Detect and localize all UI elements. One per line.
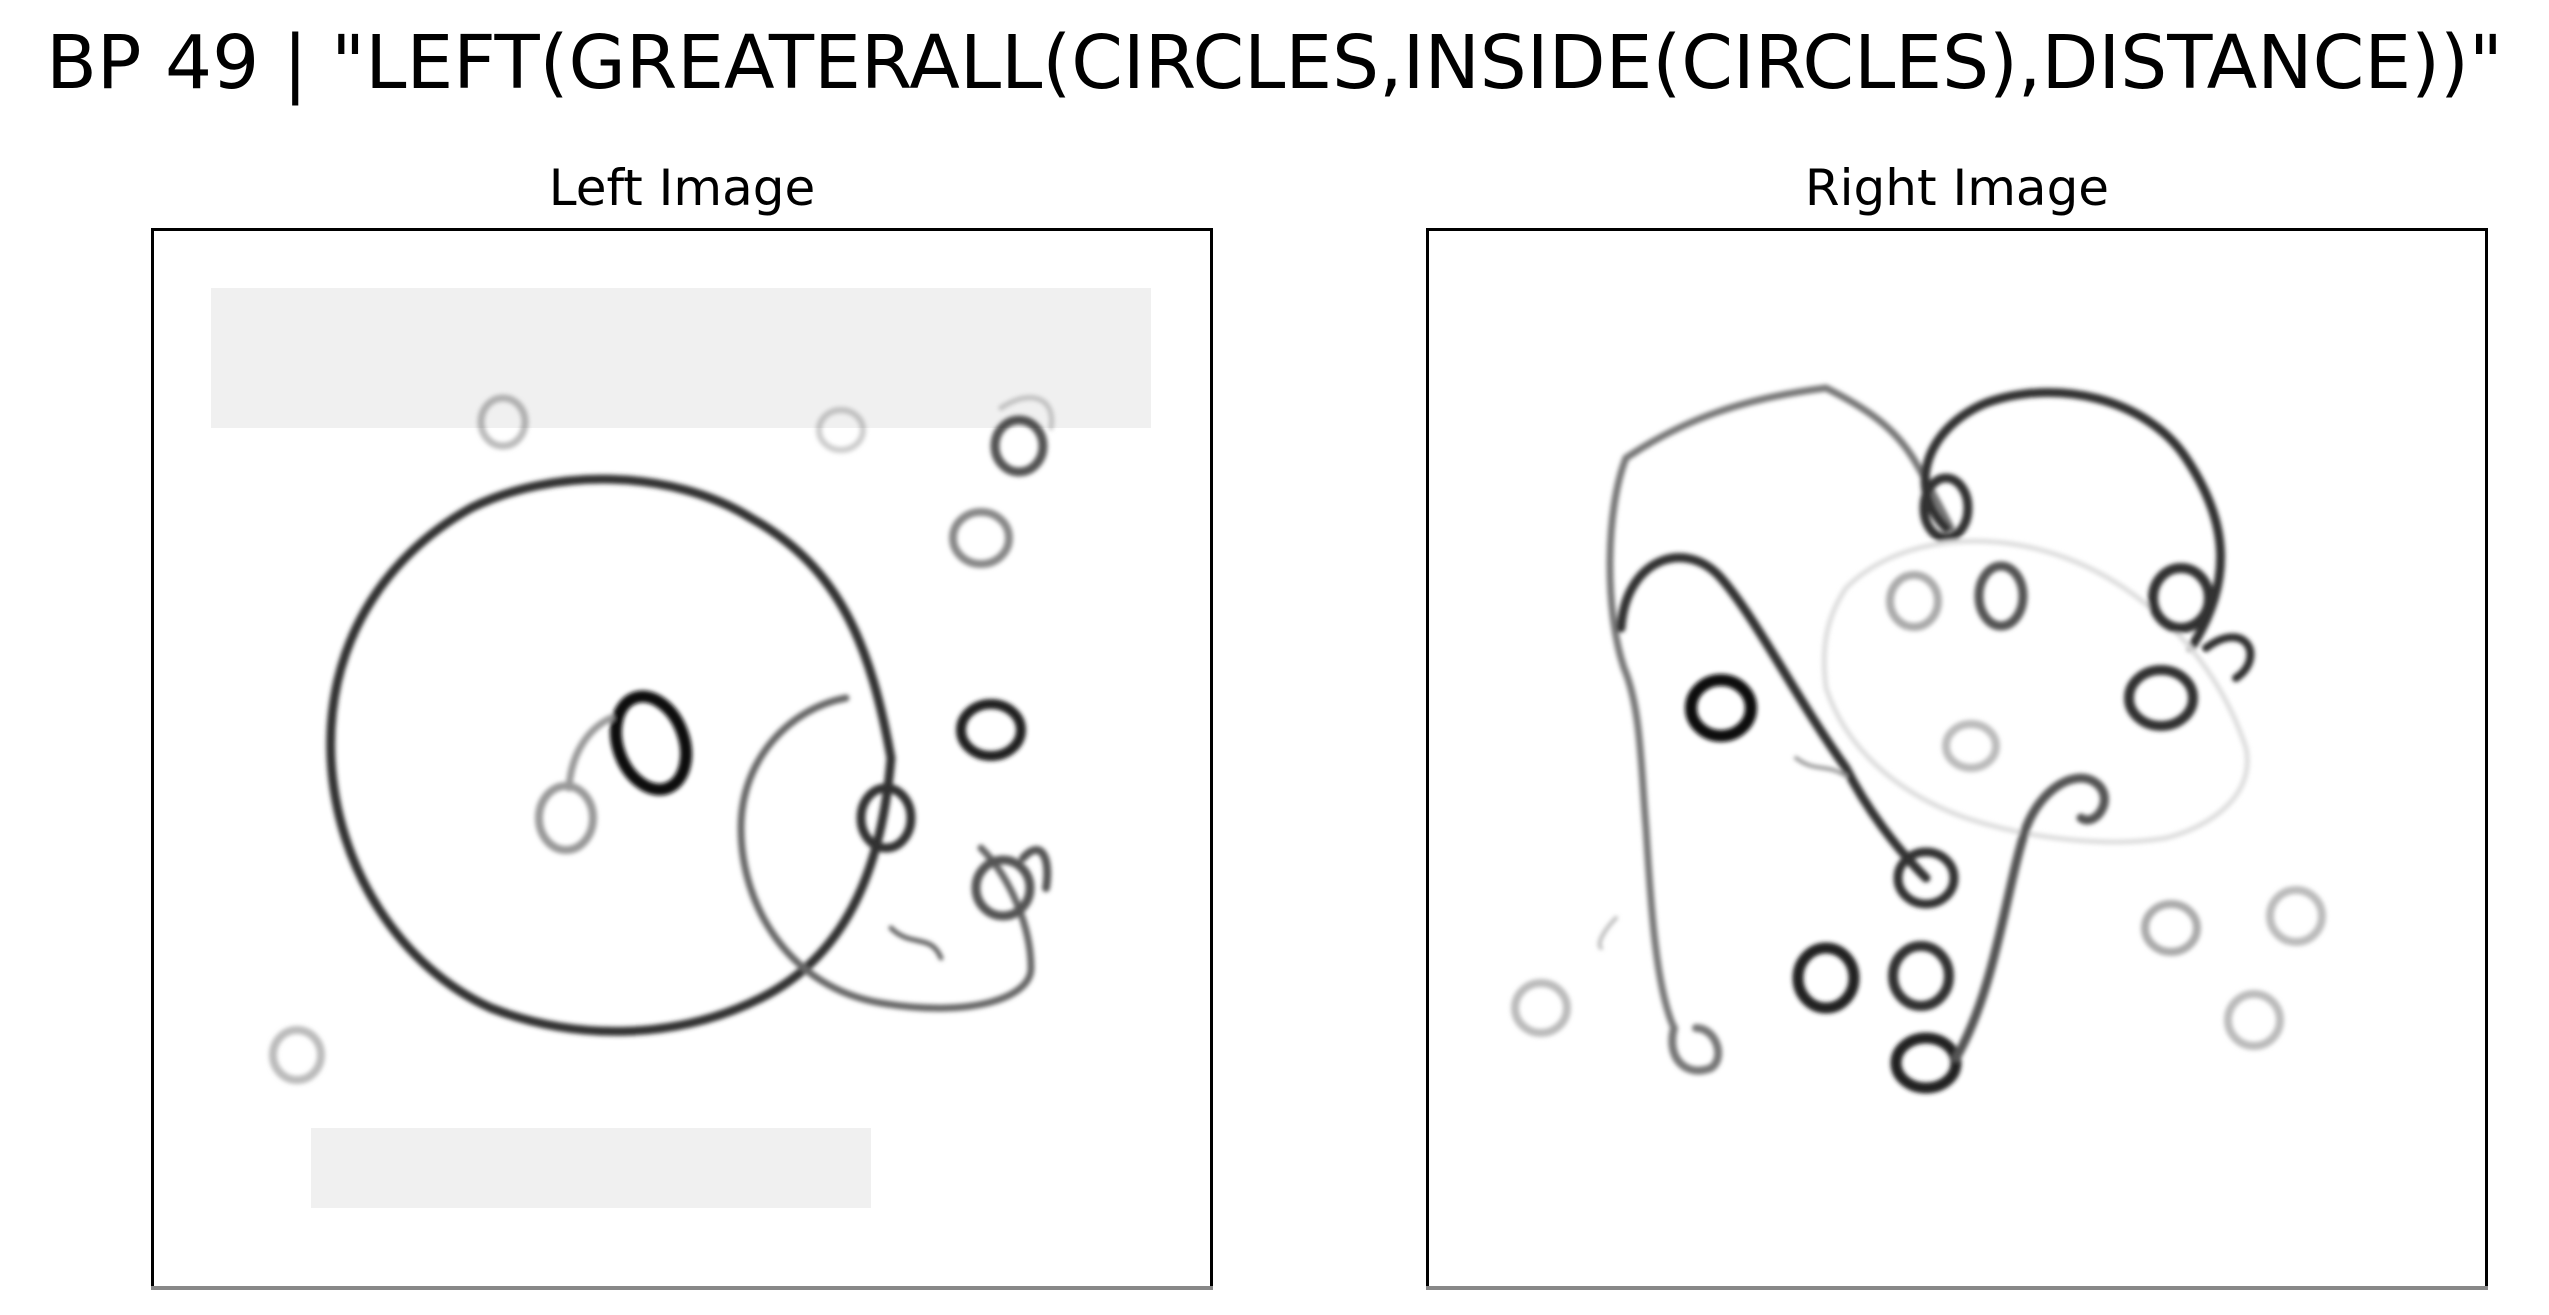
outside-circle-1	[477, 394, 529, 450]
circle-far-right-3	[2224, 990, 2284, 1050]
right-image-drawing	[1426, 228, 2488, 1290]
left-image-title: Left Image	[548, 159, 816, 217]
outside-circle-6-tail	[1019, 846, 1052, 892]
circle-light-mid	[1886, 571, 1942, 631]
outside-circle-4	[949, 508, 1013, 568]
outline-left-side	[1606, 454, 1678, 1032]
right-image-frame	[1426, 228, 2488, 1290]
left-image-drawing	[151, 228, 1213, 1290]
faint-scribble-left	[1597, 916, 1618, 950]
faint-scribble-center	[1794, 756, 1848, 778]
figure-title: BP 49 | "LEFT(GREATERALL(CIRCLES,INSIDE(…	[46, 20, 2503, 106]
top-loop-small-circle	[1919, 473, 1973, 543]
circle-far-left	[1511, 979, 1571, 1037]
right-image-panel	[1426, 228, 2488, 1290]
right-image-title: Right Image	[1804, 159, 2110, 217]
bottom-hook-shape	[1951, 773, 2109, 1063]
outside-circle-6	[971, 855, 1035, 921]
inner-faint-circle	[1821, 538, 2250, 845]
right-curl-stroke	[2202, 633, 2255, 682]
outside-circle-5	[956, 699, 1026, 761]
top-loop-shape	[1920, 388, 2226, 653]
circle-bottom-1	[1792, 942, 1860, 1014]
hook-end-circle	[1893, 847, 1959, 909]
left-image-panel	[151, 228, 1213, 1290]
circle-bottom-2	[1888, 941, 1954, 1011]
circle-far-right-2	[2266, 886, 2326, 946]
circle-far-right-1	[2141, 900, 2201, 956]
outside-circle-3	[990, 415, 1048, 477]
outside-circle-7	[269, 1026, 325, 1084]
outside-circle-2	[816, 407, 866, 453]
irregular-outline-shape	[1622, 384, 1955, 532]
circle-dark-left	[1685, 674, 1757, 742]
circle-mid	[1974, 561, 2028, 631]
large-circle-shape	[326, 474, 896, 1036]
circle-right-upper	[2148, 563, 2214, 633]
circle-bottom-3	[1890, 1032, 1962, 1094]
edge-circle-right	[856, 783, 916, 853]
left-bottom-loop	[1668, 1024, 1723, 1075]
circle-right-lower	[2124, 665, 2198, 731]
inner-dark-circle	[609, 690, 693, 796]
inner-curl-stroke	[565, 714, 615, 792]
small-scribble	[888, 925, 944, 961]
overlapping-circle-shape	[737, 694, 1035, 1012]
circle-light-center	[1942, 720, 2000, 772]
left-hook-shape	[1616, 553, 1931, 883]
outside-circle-3-tail	[998, 395, 1055, 431]
